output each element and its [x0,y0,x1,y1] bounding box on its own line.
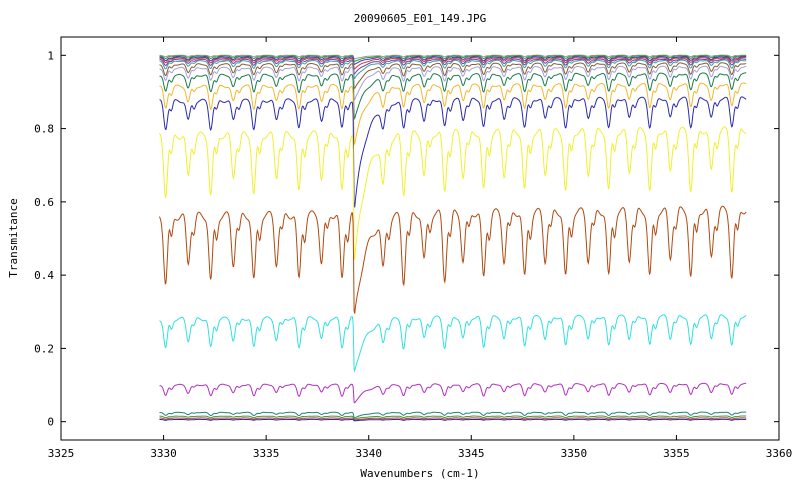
series-line-6 [159,59,747,80]
y-tick-label: 1 [47,49,54,62]
series-line-17 [159,415,747,420]
y-tick-label: 0.8 [34,123,54,136]
series-line-15 [159,382,747,404]
series-line-7 [159,62,747,90]
series-line-19 [159,418,747,422]
series-line-8 [159,65,747,101]
series-line-18 [159,417,747,421]
y-axis-title: Transmitance [7,198,20,277]
x-tick-label: 3335 [253,447,280,460]
series-line-13 [159,205,747,314]
series-line-9 [159,72,747,120]
x-axis: 3325 3330 3335 3340 3345 3350 3355 3360 [48,37,793,460]
x-tick-label: 3345 [458,447,485,460]
series-line-16 [159,411,747,419]
x-tick-label: 3355 [663,447,690,460]
y-tick-label: 0.6 [34,196,54,209]
series-line-1 [159,54,747,60]
x-tick-label: 3360 [766,447,793,460]
x-tick-label: 3330 [150,447,177,460]
x-tick-label: 3350 [561,447,588,460]
series-line-12 [159,126,747,260]
plot-frame [60,36,780,441]
x-tick-label: 3325 [48,447,75,460]
y-tick-label: 0.4 [34,269,54,282]
x-axis-title: Wavenumbers (cm-1) [360,467,479,480]
series-line-10 [159,82,747,146]
series-line-4 [159,56,747,70]
chart-title: 20090605_E01_149.JPG [354,12,486,25]
x-tick-label: 3340 [355,447,382,460]
series-layer [159,54,747,422]
series-line-2 [159,55,747,62]
series-line-3 [159,56,747,65]
y-axis: 0 0.2 0.4 0.6 0.8 1 [34,49,779,429]
y-tick-label: 0 [47,416,54,429]
y-tick-label: 0.2 [34,342,54,355]
series-line-5 [159,58,747,75]
series-line-11 [159,96,747,208]
series-line-14 [159,314,747,373]
